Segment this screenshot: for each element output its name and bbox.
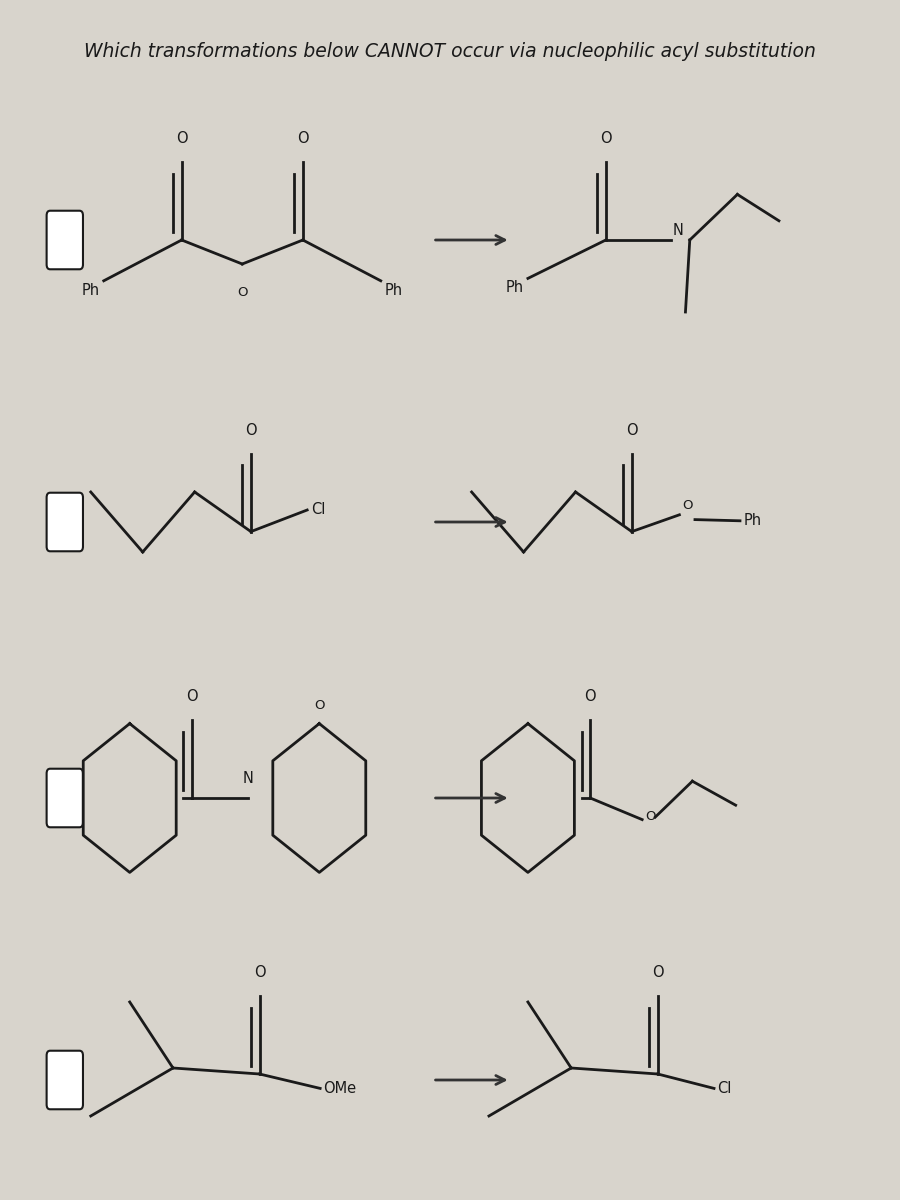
Text: OMe: OMe [324, 1081, 356, 1096]
Text: O: O [644, 810, 655, 822]
Text: O: O [600, 132, 612, 146]
Text: N: N [243, 770, 254, 786]
FancyBboxPatch shape [47, 1051, 83, 1109]
Text: Ph: Ph [385, 283, 403, 298]
Text: O: O [314, 698, 325, 712]
Text: O: O [237, 286, 248, 299]
Text: O: O [254, 965, 266, 980]
FancyBboxPatch shape [47, 211, 83, 269]
Text: O: O [186, 689, 198, 704]
Text: Cl: Cl [310, 503, 325, 517]
Text: Ph: Ph [743, 514, 761, 528]
Text: Cl: Cl [717, 1081, 732, 1096]
FancyBboxPatch shape [47, 493, 83, 551]
FancyBboxPatch shape [47, 769, 83, 827]
Text: O: O [176, 132, 187, 146]
Text: Ph: Ph [81, 283, 99, 298]
Text: N: N [672, 222, 683, 238]
Text: O: O [297, 132, 309, 146]
Text: O: O [584, 689, 596, 704]
Text: O: O [682, 499, 692, 512]
Text: Which transformations below CANNOT occur via nucleophilic acyl substitution: Which transformations below CANNOT occur… [84, 42, 816, 61]
Text: Ph: Ph [506, 281, 524, 295]
Text: O: O [652, 965, 663, 980]
Text: O: O [245, 424, 256, 438]
Text: O: O [626, 424, 637, 438]
